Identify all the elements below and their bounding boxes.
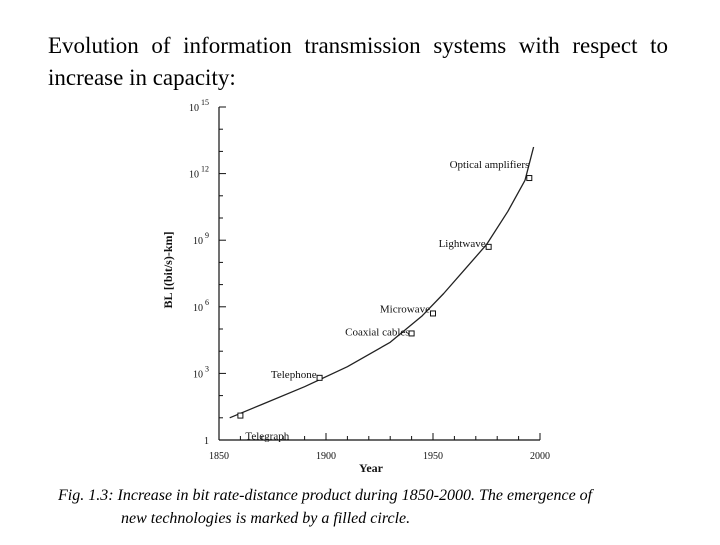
x-tick-label: 1900 (316, 451, 336, 462)
y-tick-exponent: 9 (203, 231, 209, 240)
data-marker (408, 330, 415, 337)
y-tick-label: 10 9 (193, 231, 209, 247)
x-tick-label: 1950 (423, 451, 443, 462)
data-marker (237, 412, 244, 419)
data-marker (316, 374, 323, 381)
x-tick-label: 1850 (209, 451, 229, 462)
caption-line-1: Fig. 1.3: Increase in bit rate-distance … (58, 487, 593, 504)
marker-label: Microwave (380, 303, 430, 315)
y-tick-label: 10 3 (193, 364, 209, 380)
chart-ticks: 1 10 3 10 6 10 9 10 12 10 15 1850 1900 1950 2000 (189, 98, 550, 462)
marker-label: Lightwave (439, 238, 486, 250)
y-tick-exponent: 15 (199, 98, 209, 107)
marker-label: Coaxial cables (345, 326, 409, 338)
y-tick-exponent: 3 (203, 364, 209, 373)
y-tick-exponent: 12 (199, 165, 209, 174)
y-tick-exponent: 6 (203, 298, 209, 307)
slide-heading: Evolution of information transmission sy… (48, 33, 668, 90)
y-tick-label: 1 (204, 436, 209, 447)
y-tick-label: 10 6 (193, 298, 209, 314)
marker-label: Telephone (271, 369, 317, 381)
chart-markers: Telegraph Telephone Coaxial cables Microwav… (237, 159, 533, 443)
y-tick-label: 10 15 (189, 98, 209, 114)
marker-label: Telegraph (245, 431, 289, 443)
data-marker (526, 175, 533, 182)
chart-curve (229, 146, 535, 419)
x-axis-label: Year (359, 461, 384, 475)
figure-caption: Fig. 1.3: Increase in bit rate-distance … (58, 484, 678, 530)
caption-line-2: new technologies is marked by a filled c… (121, 510, 411, 527)
marker-label: Optical amplifiers (450, 159, 530, 171)
x-tick-label: 2000 (530, 451, 550, 462)
y-tick-label: 10 12 (189, 165, 209, 181)
data-marker (485, 243, 492, 250)
y-axis-label: BL [(bit/s)-km] (161, 231, 175, 308)
series-line (229, 146, 535, 419)
data-marker (430, 310, 436, 317)
chart-axes (218, 107, 540, 441)
